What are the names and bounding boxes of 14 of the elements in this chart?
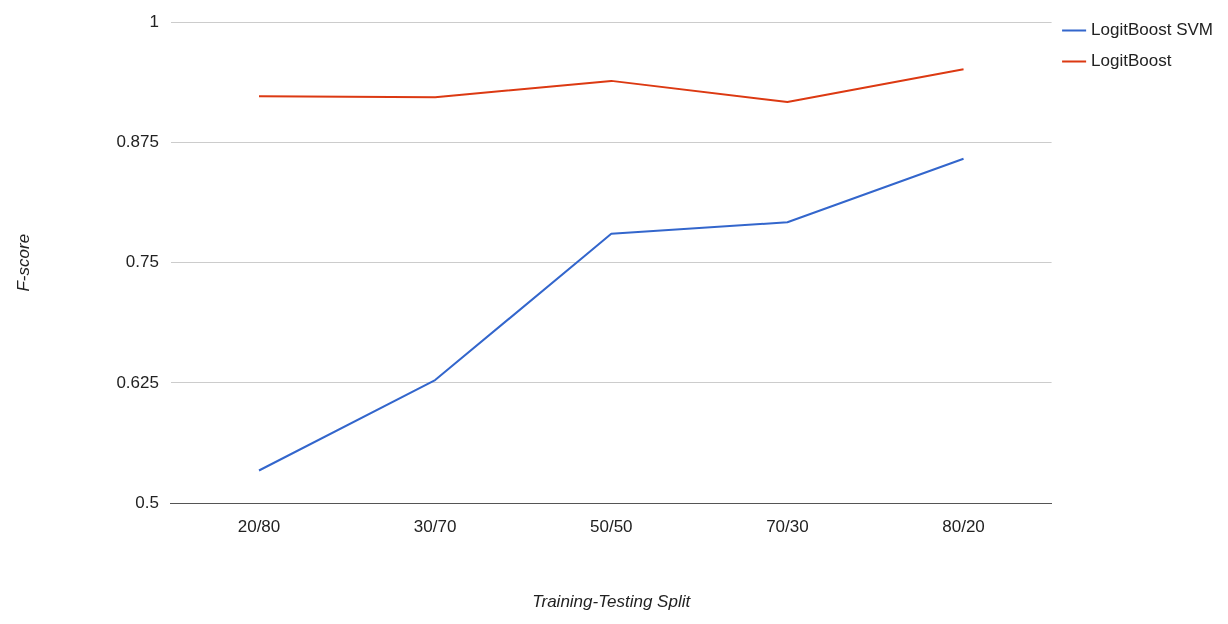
x-tick-label: 30/70 <box>413 517 457 537</box>
y-tick-label: 0.5 <box>135 492 159 512</box>
legend-label: LogitBoost SVM <box>1091 20 1214 40</box>
y-tick-label: 1 <box>149 11 159 31</box>
x-tick-label: 50/50 <box>590 517 633 537</box>
x-tick-label: 70/30 <box>766 517 809 537</box>
y-tick-label: 0.75 <box>125 252 159 272</box>
y-tick-label: 0.625 <box>116 372 159 392</box>
legend-label: LogitBoost <box>1091 51 1172 71</box>
y-tick-label: 0.875 <box>116 132 159 152</box>
y-axis-title: F-score <box>13 233 33 292</box>
x-axis-title: Training-Testing Split <box>532 591 692 611</box>
x-tick-label: 20/80 <box>237 517 281 537</box>
x-tick-label: 80/20 <box>942 517 985 537</box>
